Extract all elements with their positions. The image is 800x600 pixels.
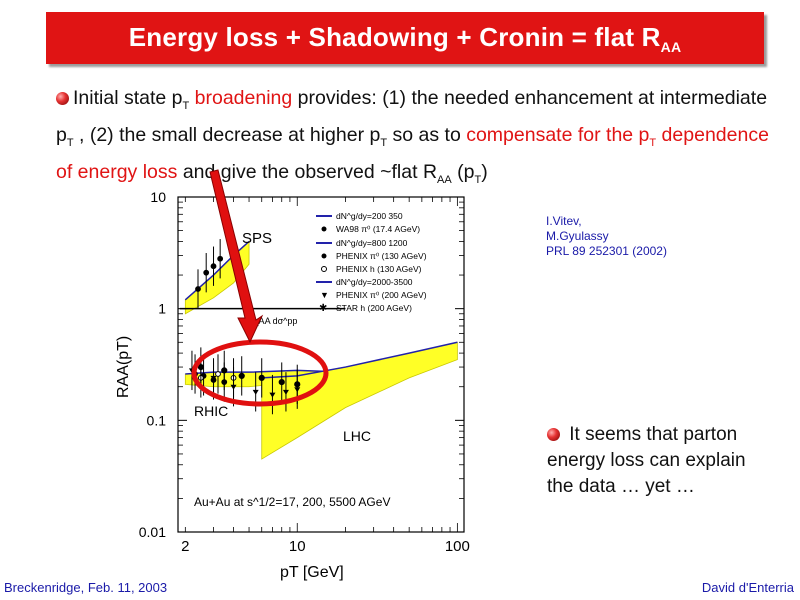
rhic-label: RHIC xyxy=(194,403,228,419)
data-point xyxy=(195,286,201,292)
title-bar: Energy loss + Shadowing + Cronin = flat … xyxy=(46,12,764,64)
band-edge-lhc xyxy=(261,341,458,379)
chart-legend: dN^g/dy=200 350 WA98 π⁰ (17.4 AGeV) dN^g… xyxy=(316,211,427,314)
collision-label: Au+Au at s^1/2=17, 200, 5500 AGeV xyxy=(194,495,390,509)
footer-author: David d'Enterria xyxy=(701,580,794,595)
data-point xyxy=(238,372,245,379)
legend-marker: ✱ xyxy=(319,303,327,314)
lhc-label: LHC xyxy=(343,428,371,444)
x-axis-label: pT [GeV] xyxy=(280,564,344,581)
x-tick-label: 2 xyxy=(181,538,189,555)
data-point xyxy=(203,269,210,276)
sps-label: SPS xyxy=(242,230,272,247)
data-point xyxy=(294,381,301,388)
y-tick-label: 10 xyxy=(150,189,166,205)
note-text: It seems that parton energy loss can exp… xyxy=(547,424,746,497)
main-text: Initial state pT broadening provides: (1… xyxy=(56,87,769,186)
arrow-icon xyxy=(209,169,264,344)
reference-citation: I.Vitev, M.Gyulassy PRL 89 252301 (2002) xyxy=(546,214,667,258)
data-point xyxy=(221,367,228,374)
legend-item: WA98 π⁰ (17.4 AGeV) xyxy=(336,224,420,234)
slide-title: Energy loss + Shadowing + Cronin = flat … xyxy=(128,22,682,56)
data-point xyxy=(215,371,221,377)
data-point xyxy=(210,263,217,270)
legend-item: dN^g/dy=2000-3500 xyxy=(336,277,413,287)
legend-marker: ▼ xyxy=(320,290,329,300)
y-tick-label: 0.1 xyxy=(147,412,167,428)
legend-item: PHENIX h (130 AGeV) xyxy=(336,264,422,274)
legend-marker xyxy=(321,253,327,259)
bullet-icon xyxy=(56,92,69,106)
data-point xyxy=(217,255,224,262)
data-point xyxy=(210,375,217,381)
x-tick-label: 10 xyxy=(289,538,306,555)
data-point xyxy=(252,389,259,395)
data-point xyxy=(282,389,289,395)
legend-item: PHENIX π⁰ (130 AGeV) xyxy=(336,251,427,261)
plot-frame xyxy=(177,196,465,533)
legend-marker xyxy=(321,226,327,232)
data-point xyxy=(278,378,285,386)
x-tick-label: 100 xyxy=(445,538,470,555)
y-tick-label: 1 xyxy=(158,301,166,317)
legend-item: STAR h (200 AGeV) xyxy=(336,303,412,313)
band-edge-rhic xyxy=(185,369,346,375)
y-axis-label: RAA(pT) xyxy=(115,336,132,398)
highlight-ellipse xyxy=(191,339,329,407)
data-point xyxy=(258,374,265,381)
legend-item: dN^g/dy=800 1200 xyxy=(336,238,408,248)
data-point xyxy=(230,384,237,390)
data-point xyxy=(197,363,204,371)
legend-item: dN^g/dy=200 350 xyxy=(336,211,403,221)
unity-label: σ_AA dσ^pp xyxy=(248,316,297,326)
data-point xyxy=(269,392,276,398)
legend-item: PHENIX π⁰ (200 AGeV) xyxy=(336,290,427,300)
legend-marker xyxy=(321,266,327,272)
bullet-icon xyxy=(547,428,560,442)
y-tick-label: 0.01 xyxy=(139,524,166,540)
footer-venue: Breckenridge, Feb. 11, 2003 xyxy=(4,580,168,595)
